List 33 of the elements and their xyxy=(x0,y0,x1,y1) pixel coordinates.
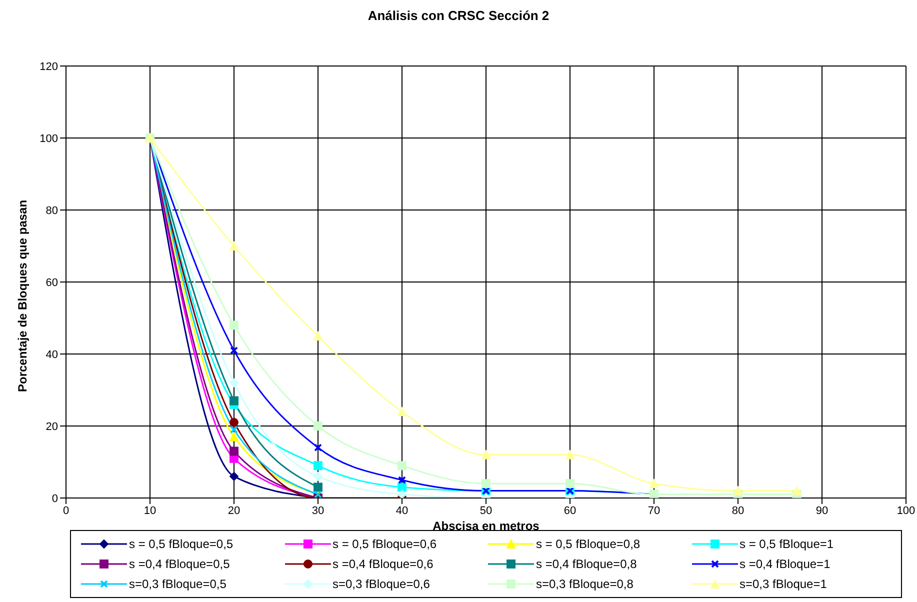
x-tick-label: 40 xyxy=(396,504,408,517)
legend-label: s=0,3 fBloque=0,6 xyxy=(332,577,430,591)
x-tick-label: 90 xyxy=(816,504,828,517)
legend-label: s=0,3 fBloque=1 xyxy=(740,577,827,591)
y-tick-label: 100 xyxy=(40,132,58,145)
x-tick-label: 100 xyxy=(896,504,916,517)
x-tick-label: 30 xyxy=(312,504,324,517)
x-axis-title: Abscisa en metros xyxy=(432,519,540,533)
legend-label: s = 0,5 fBloque=1 xyxy=(740,537,834,551)
legend-label: s =0,4 fBloque=0,6 xyxy=(332,557,434,571)
x-tick-label: 20 xyxy=(228,504,240,517)
y-tick-label: 0 xyxy=(52,492,58,505)
legend-label: s =0,4 fBloque=0,8 xyxy=(536,557,637,571)
legend-label: s = 0,5 fBloque=0,5 xyxy=(129,537,234,551)
y-tick-label: 20 xyxy=(46,420,58,433)
y-tick-label: 120 xyxy=(40,60,58,73)
x-tick-label: 80 xyxy=(732,504,744,517)
legend-label: s = 0,5 fBloque=0,8 xyxy=(536,537,640,551)
chart-title: Análisis con CRSC Sección 2 xyxy=(366,8,550,23)
y-tick-label: 80 xyxy=(46,204,58,217)
x-tick-label: 10 xyxy=(144,504,156,517)
x-tick-label: 0 xyxy=(62,504,70,517)
x-tick-label: 60 xyxy=(564,504,576,517)
legend-label: s=0,3 fBloque=0,8 xyxy=(536,577,634,591)
y-axis-title: Porcentaje de Bloques que pasan xyxy=(15,200,30,392)
legend-label: s = 0,5 fBloque=0,6 xyxy=(332,537,437,551)
legend-label: s =0,4 fBloque=1 xyxy=(740,557,830,571)
legend-label: s=0,3 fBloque=0,5 xyxy=(129,577,226,591)
x-tick-label: 50 xyxy=(480,504,492,517)
x-tick-label: 70 xyxy=(648,504,660,517)
y-tick-label: 40 xyxy=(46,348,58,361)
legend-label: s =0,4 fBloque=0,5 xyxy=(129,557,230,571)
y-tick-label: 60 xyxy=(46,276,58,289)
